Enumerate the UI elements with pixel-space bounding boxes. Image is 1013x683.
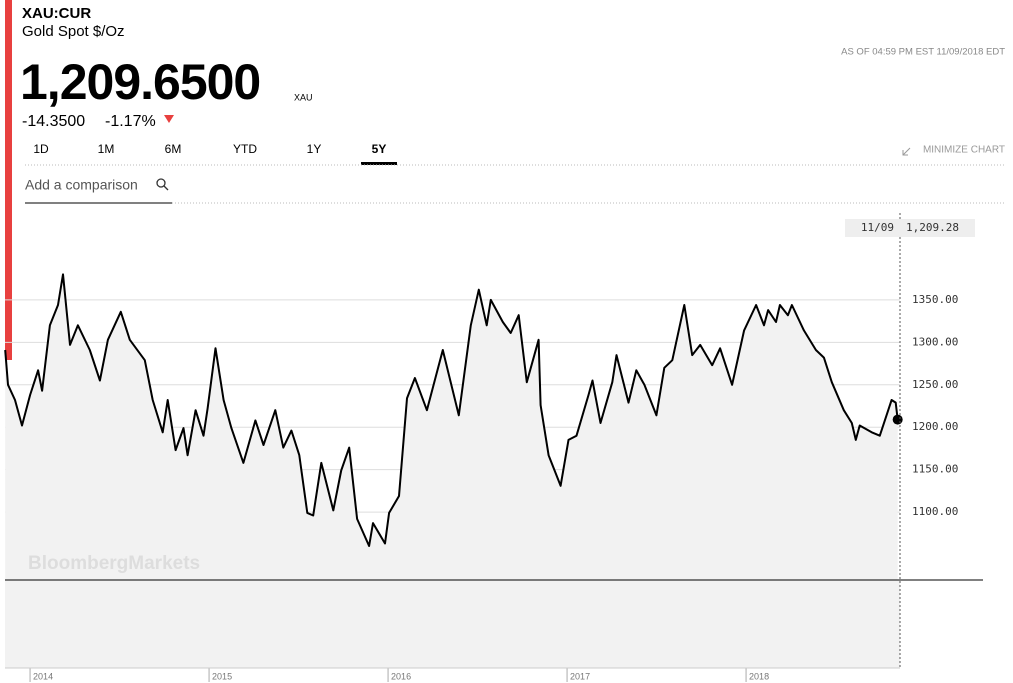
lower-panel xyxy=(5,580,900,668)
comparison-input[interactable]: Add a comparison xyxy=(25,177,138,193)
minimize-chart[interactable]: MINIMIZE CHART xyxy=(923,145,1005,156)
tab[interactable]: 5Y xyxy=(372,142,387,156)
as-of: AS OF 04:59 PM EST 11/09/2018 EDT xyxy=(841,47,1005,58)
tab[interactable]: 6M xyxy=(165,142,182,156)
change-pct: -1.17% xyxy=(105,113,156,130)
x-tick-label: 2017 xyxy=(570,671,590,681)
price: 1,209.6500 xyxy=(20,54,260,110)
search-icon[interactable] xyxy=(156,178,169,191)
y-tick-label: 1250.00 xyxy=(912,378,958,391)
x-tick-label: 2016 xyxy=(391,671,411,681)
y-tick-label: 1350.00 xyxy=(912,293,958,306)
crosshair-value: 1,209.28 xyxy=(906,221,959,234)
watermark: BloombergMarkets xyxy=(28,553,200,574)
minimize-icon[interactable] xyxy=(902,147,911,156)
down-arrow xyxy=(164,115,174,123)
tab[interactable]: 1Y xyxy=(307,142,322,156)
ticker: XAU:CUR xyxy=(22,5,91,22)
y-tick-label: 1200.00 xyxy=(912,420,958,433)
area xyxy=(5,274,898,580)
y-tick-label: 1300.00 xyxy=(912,335,958,348)
tab[interactable]: YTD xyxy=(233,142,257,156)
instrument-name: Gold Spot $/Oz xyxy=(22,23,125,40)
tab-underline xyxy=(361,162,397,165)
x-tick-label: 2015 xyxy=(212,671,232,681)
y-tick-label: 1100.00 xyxy=(912,505,958,518)
price-unit: XAU xyxy=(294,92,313,102)
tab[interactable]: 1D xyxy=(33,142,49,156)
plot: 1100.00 1150.00 1200.00 1250.00 1300.00 1350.… xyxy=(4,273,958,682)
crosshair-date: 11/09 xyxy=(861,221,894,234)
last-point xyxy=(892,414,903,425)
accent-bar xyxy=(5,0,12,360)
crosshair-box xyxy=(845,219,975,237)
x-tick-label: 2018 xyxy=(749,671,769,681)
tab[interactable]: 1M xyxy=(98,142,115,156)
x-tick-label: 2014 xyxy=(33,671,53,681)
line xyxy=(4,273,899,547)
y-tick-label: 1150.00 xyxy=(912,463,958,476)
change: -14.3500 xyxy=(22,113,85,130)
tabs: 1D 1M 6M YTD 1Y 5Y xyxy=(33,142,397,165)
